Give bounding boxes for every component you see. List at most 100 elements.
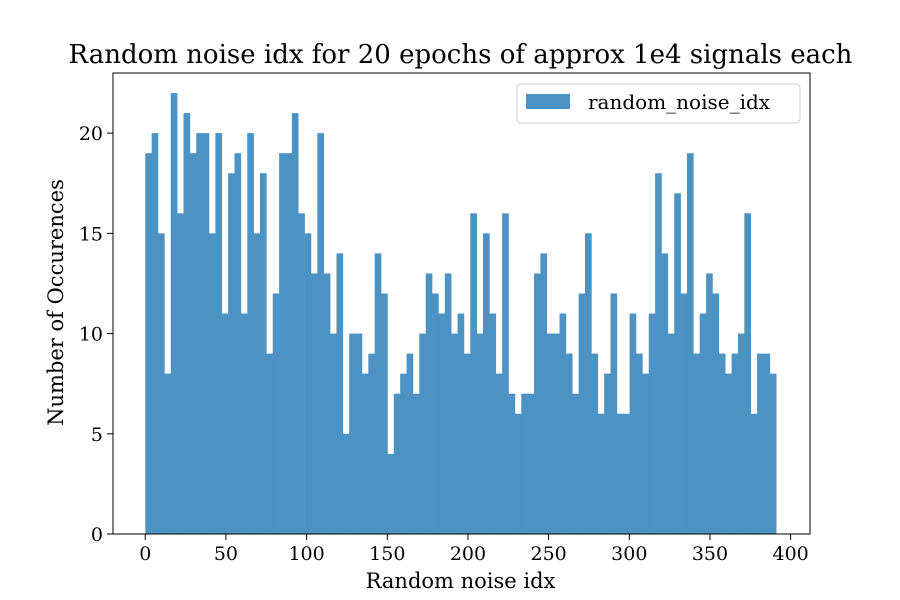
- histogram-bar: [744, 213, 752, 534]
- histogram-bar: [502, 213, 509, 534]
- histogram-bar: [387, 453, 395, 534]
- histogram-bar: [349, 333, 356, 534]
- histogram-bar: [769, 373, 777, 534]
- histogram-bar: [215, 133, 223, 534]
- histogram-bar: [151, 133, 159, 534]
- histogram-bar: [406, 353, 414, 534]
- histogram-bar: [750, 413, 758, 534]
- histogram-bar: [234, 153, 242, 534]
- histogram-bar: [629, 313, 637, 534]
- histogram-bar: [553, 333, 560, 534]
- histogram-bar: [164, 373, 172, 534]
- histogram-bar: [247, 133, 254, 534]
- histogram-bar: [177, 213, 184, 534]
- histogram-bar: [298, 213, 305, 534]
- histogram-bar: [279, 153, 286, 534]
- histogram-bar: [712, 293, 720, 534]
- axes-frame: [112, 72, 811, 535]
- histogram-bar: [699, 313, 707, 534]
- histogram-bar: [534, 273, 541, 534]
- histogram-bar: [578, 293, 586, 534]
- histogram-bar: [476, 333, 484, 534]
- histogram-bar: [336, 253, 344, 535]
- histogram-bar: [183, 113, 191, 534]
- x-tick-label: 350: [692, 543, 728, 565]
- x-tick-label: 300: [611, 543, 647, 565]
- histogram-bar: [463, 353, 471, 534]
- histogram-bar: [514, 413, 522, 534]
- histogram-bar: [228, 173, 235, 534]
- histogram-bar: [565, 353, 573, 534]
- histogram-bar: [323, 273, 331, 534]
- histogram-bar: [457, 313, 465, 534]
- histogram-bar: [259, 173, 267, 534]
- histogram-bar: [757, 353, 764, 534]
- histogram-bar: [189, 153, 197, 534]
- legend-box: [516, 83, 801, 124]
- legend-swatch: [526, 94, 570, 109]
- histogram-bar: [591, 353, 599, 534]
- x-tick-label: 250: [530, 543, 566, 565]
- histogram-bar: [661, 253, 669, 535]
- histogram-bar: [419, 333, 426, 534]
- histogram-bar: [145, 153, 152, 534]
- chart-title: Random noise idx for 20 epochs of approx…: [69, 40, 853, 70]
- histogram-bar: [202, 133, 210, 534]
- histogram-bar: [623, 413, 630, 534]
- histogram-bar: [330, 333, 337, 534]
- x-axis: 0 50 100 150 200 250 300 350 400: [139, 534, 809, 565]
- histogram-bar: [285, 153, 293, 534]
- histogram-bar: [718, 353, 726, 534]
- histogram-bar: [381, 293, 388, 534]
- histogram-bar: [444, 273, 452, 534]
- histogram-bar: [686, 153, 694, 534]
- histogram-bar: [693, 353, 701, 534]
- histogram-bar: [572, 393, 579, 534]
- histogram-bar: [635, 353, 643, 534]
- x-axis-label: Random noise idx: [366, 569, 556, 593]
- x-tick-label: 150: [369, 543, 405, 565]
- histogram-bar: [642, 373, 650, 534]
- legend: random_noise_idx: [516, 83, 801, 124]
- histogram-bar: [546, 333, 554, 534]
- histogram-bar: [158, 233, 165, 534]
- histogram-bar: [706, 273, 713, 534]
- histogram-bar: [304, 233, 312, 534]
- histogram-bar: [368, 353, 375, 534]
- histogram-bar: [648, 313, 656, 534]
- histogram-bar: [310, 273, 318, 534]
- histogram-bar: [317, 133, 325, 534]
- y-tick-label: 10: [79, 324, 103, 346]
- histogram-bar: [266, 353, 274, 534]
- histogram-bar: [272, 293, 280, 534]
- histogram-bar: [655, 173, 662, 534]
- histogram-bar: [291, 113, 299, 534]
- histogram-bar: [610, 293, 618, 534]
- histogram-bar: [412, 393, 420, 534]
- histogram-bar: [680, 293, 688, 534]
- histogram-bar: [540, 253, 548, 535]
- histogram-bar: [521, 393, 528, 534]
- histogram-bar: [221, 313, 229, 534]
- histogram-bar: [483, 233, 490, 534]
- histogram-bar: [361, 373, 369, 534]
- y-tick-label: 5: [91, 424, 103, 446]
- histogram-bar: [559, 313, 567, 534]
- histogram-bar: [731, 353, 739, 534]
- histogram-bar: [674, 193, 681, 534]
- x-tick-label: 100: [288, 543, 324, 565]
- histogram-bar: [616, 413, 624, 534]
- y-tick-label: 15: [79, 223, 103, 245]
- histogram-bar: [508, 393, 516, 534]
- histogram-bar: [495, 373, 503, 534]
- histogram-bar: [432, 293, 439, 534]
- y-axis: 0 5 10 15 20: [79, 123, 113, 546]
- x-tick-label: 400: [773, 543, 809, 565]
- histogram-bar: [451, 333, 458, 534]
- histogram-bar: [196, 133, 203, 534]
- histogram-bar: [170, 93, 178, 534]
- histogram-bar: [240, 313, 248, 534]
- histogram-bar: [400, 373, 407, 534]
- histogram-bar: [667, 333, 675, 534]
